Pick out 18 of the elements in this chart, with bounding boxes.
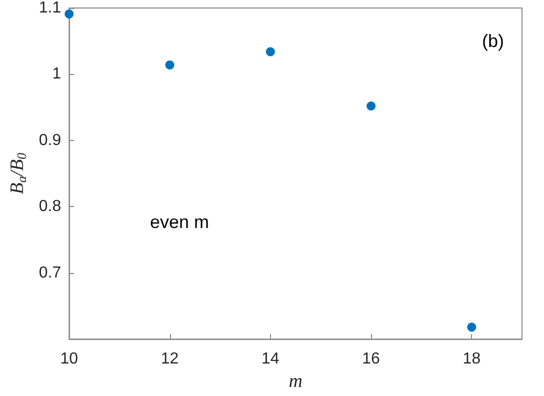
point: [366, 102, 376, 111]
y-tick-label: 1.1: [38, 0, 62, 16]
annotation: (b): [482, 31, 504, 51]
annotation: even m: [150, 212, 210, 232]
x-tick-label: 12: [160, 350, 179, 368]
y-tick-label: 0.9: [38, 132, 62, 149]
y-axis-title: Ba/B0: [7, 152, 29, 194]
y-tick-label: 0.8: [38, 198, 62, 216]
x-tick-label: 14: [262, 350, 280, 368]
x-tick-label: 16: [362, 350, 380, 368]
x-tick-label: 18: [462, 350, 481, 368]
y-tick-label: 0.7: [38, 264, 62, 282]
y-tick-label: 1: [52, 66, 62, 83]
point: [266, 47, 275, 56]
point: [165, 60, 174, 70]
x-tick-label: 10: [60, 350, 78, 368]
x-axis-title: m: [288, 371, 302, 392]
point: [467, 322, 476, 332]
